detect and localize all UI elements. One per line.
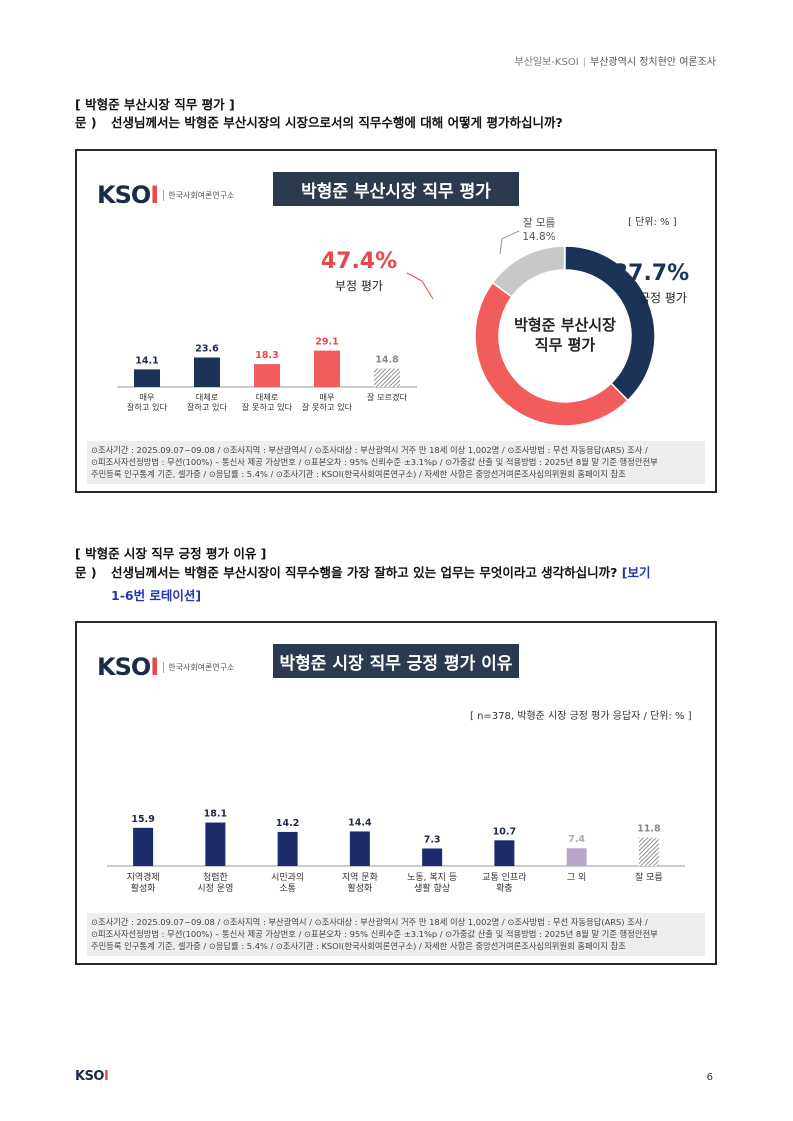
notes-line2: ⊙피조사자선정방법 : 무선(100%) – 통신사 제공 가상번호 / ⊙표본…: [91, 457, 658, 467]
bar-value-label: 14.4: [348, 817, 372, 828]
category-label: 확충: [496, 882, 513, 894]
chart2-unit: [ n=378, 박형준 시장 긍정 평가 응답자 / 단위: % ]: [470, 711, 692, 722]
bar-value-label: 7.3: [424, 834, 441, 845]
bar-5: [494, 840, 515, 866]
logo-org: 한국사회여론연구소: [163, 189, 234, 201]
positive-name: 긍정 평가: [639, 291, 687, 305]
bar-value-label: 15.9: [131, 814, 154, 825]
q1-text: 선생님께서는 박형준 부산시장의 시장으로서의 직무수행에 대해 어떻게 평가하…: [111, 115, 563, 130]
chart2-title: 박형준 시장 직무 긍정 평가 이유: [273, 644, 519, 678]
ksoi-logo-2: KSOI 한국사회여론연구소: [97, 653, 235, 681]
bar-value-label: 29.1: [315, 337, 338, 348]
page-number: 6: [706, 1072, 713, 1083]
bar-value-label: 14.8: [375, 355, 399, 366]
q2-rotation-b: 1-6번 로테이션]: [111, 588, 202, 603]
unknown-name: 잘 모름: [523, 217, 556, 229]
ksoi-logo: KSOI 한국사회여론연구소: [97, 181, 235, 209]
chart1-title: 박형준 부산시장 직무 평가: [273, 172, 519, 206]
bar-4: [422, 848, 443, 866]
category-label: 시민과의: [271, 872, 304, 883]
category-label: 지역경제: [127, 871, 160, 883]
category-label: 잘 모름: [635, 871, 663, 883]
notes-line3-2: 주민등록 인구통계 기준, 셀가중 / ⊙응답률 : 5.4% / ⊙조사기관 …: [91, 941, 626, 951]
chart-panel-2: KSOI 한국사회여론연구소 박형준 시장 직무 긍정 평가 이유 [ n=37…: [75, 621, 717, 965]
category-label: 그 외: [567, 871, 586, 883]
footer-logo: KSOI: [75, 1069, 109, 1084]
donut-center-label: 박형준 부산시장: [514, 316, 616, 334]
bar-2: [254, 364, 280, 387]
category-label: 교통 인프라: [482, 872, 527, 883]
bar-3: [349, 831, 370, 866]
negative-name: 부정 평가: [335, 279, 383, 293]
bar-value-label: 18.3: [255, 350, 278, 361]
bar-value-label: 14.1: [135, 355, 158, 366]
report-header: 부산일보-KSOI | 부산광역시 정치현안 여론조사: [514, 57, 716, 68]
category-label: 매우: [139, 392, 155, 402]
category-label: 대체로: [256, 392, 279, 402]
category-label: 잘하고 있다: [127, 402, 168, 412]
bar-2: [277, 831, 298, 866]
category-label: 소통: [279, 883, 296, 894]
bar-0: [133, 827, 154, 866]
donut-slice-1: [474, 281, 629, 427]
notes-line1-2: ⊙조사기간 : 2025.09.07~09.08 / ⊙조사지역 : 부산광역시…: [91, 917, 648, 927]
q2-rotation-a: [보기: [621, 565, 651, 580]
bar-7: [638, 837, 659, 866]
unknown-pct: 14.8%: [522, 231, 555, 243]
bar-1: [194, 357, 220, 387]
negative-pct: 47.4%: [321, 249, 397, 274]
bar-value-label: 7.4: [568, 834, 585, 845]
bar-value-label: 18.1: [204, 809, 227, 820]
bar-value-label: 14.2: [276, 818, 299, 829]
category-label: 활성화: [347, 882, 372, 894]
section1-question: 문 ) 선생님께서는 박형준 부산시장의 시장으로서의 직무수행에 대해 어떻게 …: [75, 111, 715, 134]
bar-3: [314, 350, 340, 387]
q2-text: 선생님께서는 박형준 부산시장이 직무수행을 가장 잘하고 있는 업무는 무엇이…: [111, 565, 618, 580]
category-label: 청렴한: [203, 871, 228, 883]
category-label: 잘 모르겠다: [367, 392, 408, 402]
category-label: 시정 운영: [197, 883, 233, 894]
q1-label: 문 ): [75, 115, 97, 130]
chart-panel-1: KSOI 한국사회여론연구소 박형준 부산시장 직무 평가 [ 단위: % ] …: [75, 149, 717, 493]
section1-title: [ 박형준 부산시장 직무 평가 ]: [75, 97, 235, 112]
category-label: 매우: [319, 392, 335, 402]
bar-0: [134, 369, 160, 387]
chart2-notes: ⊙조사기간 : 2025.09.07~09.08 / ⊙조사지역 : 부산광역시…: [87, 913, 705, 956]
donut-center-label: 직무 평가: [535, 336, 596, 354]
bar-6: [566, 848, 587, 866]
bar-1: [205, 822, 226, 866]
section2-title: [ 박형준 시장 직무 긍정 평가 이유 ]: [75, 546, 267, 561]
positive-pct: 37.7%: [613, 261, 689, 286]
section2-question: 문 ) 선생님께서는 박형준 부산시장이 직무수행을 가장 잘하고 있는 업무는 …: [75, 561, 715, 607]
header-report: 부산광역시 정치현안 여론조사: [590, 57, 716, 68]
bar-value-label: 10.7: [493, 826, 516, 837]
bar-value-label: 11.8: [637, 824, 661, 835]
category-label: 생활 향상: [414, 882, 450, 894]
category-label: 지역 문화: [342, 872, 378, 883]
logo-org-2: 한국사회여론연구소: [163, 661, 234, 673]
category-label: 대체로: [196, 392, 219, 402]
notes-line1: ⊙조사기간 : 2025.09.07~09.08 / ⊙조사지역 : 부산광역시…: [91, 445, 648, 455]
bar-4: [374, 368, 400, 387]
header-publisher: 부산일보-KSOI: [514, 57, 579, 68]
notes-line3: 주민등록 인구통계 기준, 셀가중 / ⊙응답률 : 5.4% / ⊙조사기관 …: [91, 469, 626, 479]
category-label: 노동, 복지 등: [407, 872, 457, 883]
category-label: 잘 못하고 있다: [242, 402, 293, 412]
category-label: 활성화: [131, 882, 156, 894]
bar-value-label: 23.6: [195, 344, 219, 355]
chart1-notes: ⊙조사기간 : 2025.09.07~09.08 / ⊙조사지역 : 부산광역시…: [87, 441, 705, 484]
category-label: 잘 못하고 있다: [302, 402, 353, 412]
q2-label: 문 ): [75, 565, 97, 580]
notes-line2-2: ⊙피조사자선정방법 : 무선(100%) – 통신사 제공 가상번호 / ⊙표본…: [91, 929, 658, 939]
category-label: 잘하고 있다: [187, 402, 228, 412]
chart1-unit: [ 단위: % ]: [628, 217, 677, 228]
donut-slice-2: [491, 245, 566, 298]
